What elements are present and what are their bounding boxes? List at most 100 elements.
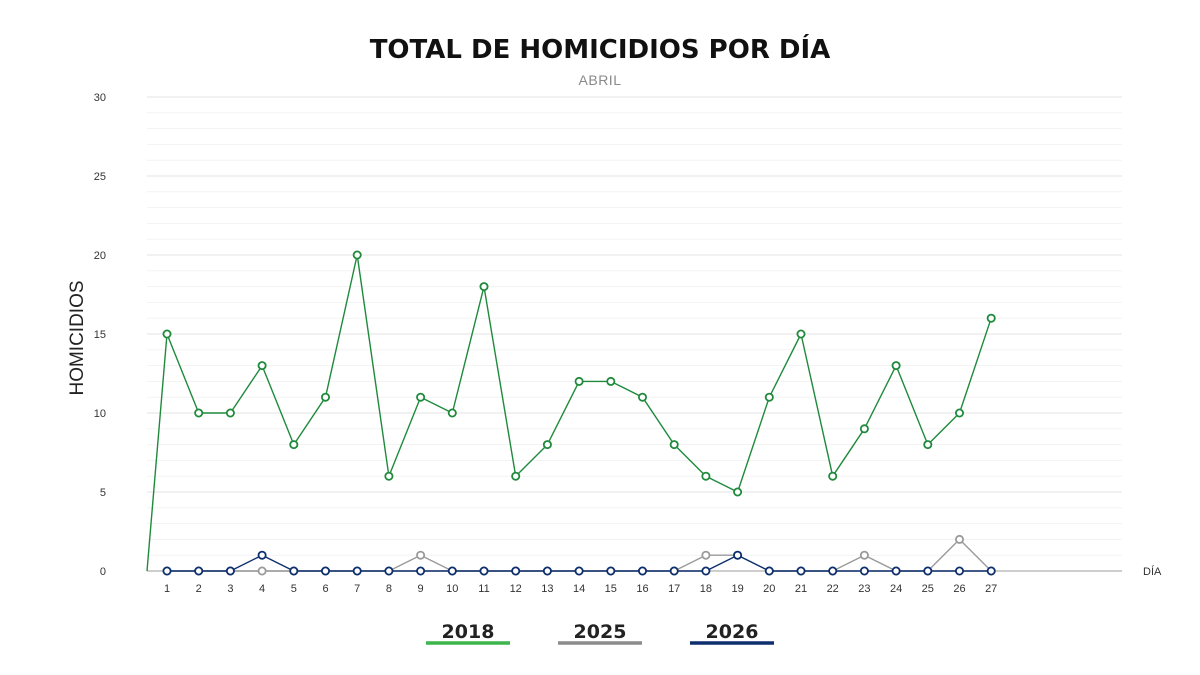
- data-point-2018: [891, 361, 901, 371]
- data-point-2018: [289, 440, 299, 450]
- data-point-2025: [955, 534, 965, 544]
- data-point-2025: [416, 550, 426, 560]
- data-point-2026: [986, 566, 996, 576]
- x-tick-label: 8: [386, 583, 392, 595]
- data-point-2026: [828, 566, 838, 576]
- data-point-2026: [162, 566, 172, 576]
- data-point-2026: [289, 566, 299, 576]
- x-tick-label: 1: [164, 583, 170, 595]
- y-tick-label: 5: [100, 487, 106, 499]
- data-point-2018: [764, 392, 774, 402]
- data-point-2026: [194, 566, 204, 576]
- legend-label-2026: 2026: [706, 621, 759, 643]
- data-point-2018: [384, 471, 394, 481]
- data-point-2026: [416, 566, 426, 576]
- data-point-2018: [542, 440, 552, 450]
- data-point-2026: [479, 566, 489, 576]
- grid-lines: [147, 96, 1122, 556]
- y-tick-label: 20: [94, 250, 106, 262]
- data-point-2026: [764, 566, 774, 576]
- x-tick-label: 10: [446, 583, 458, 595]
- data-point-2018: [194, 408, 204, 418]
- x-tick-label: 21: [795, 583, 807, 595]
- data-point-2018: [511, 471, 521, 481]
- data-point-2018: [257, 361, 267, 371]
- data-point-2018: [986, 313, 996, 323]
- data-point-2026: [320, 566, 330, 576]
- data-point-2026: [574, 566, 584, 576]
- x-tick-label: 9: [418, 583, 424, 595]
- y-tick-label: 0: [100, 566, 106, 578]
- data-point-2026: [606, 566, 616, 576]
- x-tick-label: 25: [922, 583, 934, 595]
- data-point-2025: [859, 550, 869, 560]
- x-tick-label: 16: [636, 583, 648, 595]
- data-point-2026: [891, 566, 901, 576]
- data-point-2026: [511, 566, 521, 576]
- data-point-2018: [923, 440, 933, 450]
- x-tick-label: 14: [573, 583, 585, 595]
- series-line-2018: [146, 254, 992, 572]
- data-point-2026: [859, 566, 869, 576]
- series-2026: [162, 550, 996, 576]
- y-tick-label: 30: [94, 92, 106, 104]
- data-point-2018: [638, 392, 648, 402]
- x-tick-label: 24: [890, 583, 902, 595]
- data-point-2026: [701, 566, 711, 576]
- x-tick-label: 26: [953, 583, 965, 595]
- data-point-2018: [828, 471, 838, 481]
- data-point-2018: [447, 408, 457, 418]
- x-tick-label: 22: [827, 583, 839, 595]
- data-point-2018: [955, 408, 965, 418]
- x-axis-label: DÍA: [1143, 565, 1162, 578]
- x-tick-label: 19: [731, 583, 743, 595]
- x-tick-label: 15: [605, 583, 617, 595]
- data-point-2025: [701, 550, 711, 560]
- x-tick-label: 4: [259, 583, 265, 595]
- x-tick-label: 7: [354, 583, 360, 595]
- data-point-2018: [162, 329, 172, 339]
- x-tick-label: 5: [291, 583, 297, 595]
- y-axis-label: HOMICIDIOS: [67, 280, 88, 395]
- data-point-2026: [352, 566, 362, 576]
- data-point-2026: [257, 550, 267, 560]
- x-tick-label: 3: [227, 583, 233, 595]
- legend-label-2018: 2018: [442, 621, 495, 643]
- data-point-2018: [416, 392, 426, 402]
- y-tick-label: 25: [94, 171, 106, 183]
- x-tick-label: 23: [858, 583, 870, 595]
- y-axis-ticks: 0 5 10 15 20 25 30: [94, 92, 106, 578]
- data-point-2018: [859, 424, 869, 434]
- data-point-2026: [733, 550, 743, 560]
- data-point-2026: [923, 566, 933, 576]
- data-point-2018: [606, 376, 616, 386]
- y-tick-label: 10: [94, 408, 106, 420]
- data-point-2018: [352, 250, 362, 260]
- data-point-2026: [225, 566, 235, 576]
- data-point-2018: [669, 440, 679, 450]
- data-point-2026: [638, 566, 648, 576]
- data-point-2026: [447, 566, 457, 576]
- chart-subtitle: ABRIL: [579, 72, 622, 88]
- data-point-2026: [384, 566, 394, 576]
- series-layer: [146, 250, 996, 576]
- data-point-2018: [796, 329, 806, 339]
- data-point-2018: [320, 392, 330, 402]
- x-tick-label: 18: [700, 583, 712, 595]
- data-point-2018: [701, 471, 711, 481]
- data-point-2026: [542, 566, 552, 576]
- data-point-2018: [225, 408, 235, 418]
- data-point-2018: [574, 376, 584, 386]
- x-tick-label: 12: [510, 583, 522, 595]
- x-tick-label: 27: [985, 583, 997, 595]
- x-tick-label: 11: [478, 583, 489, 595]
- chart-title: TOTAL DE HOMICIDIOS POR DÍA: [370, 33, 831, 65]
- data-point-2025: [257, 566, 267, 576]
- data-point-2026: [955, 566, 965, 576]
- legend-label-2025: 2025: [574, 621, 627, 643]
- data-point-2026: [669, 566, 679, 576]
- data-point-2018: [479, 282, 489, 292]
- series-2018: [146, 250, 996, 572]
- data-point-2026: [796, 566, 806, 576]
